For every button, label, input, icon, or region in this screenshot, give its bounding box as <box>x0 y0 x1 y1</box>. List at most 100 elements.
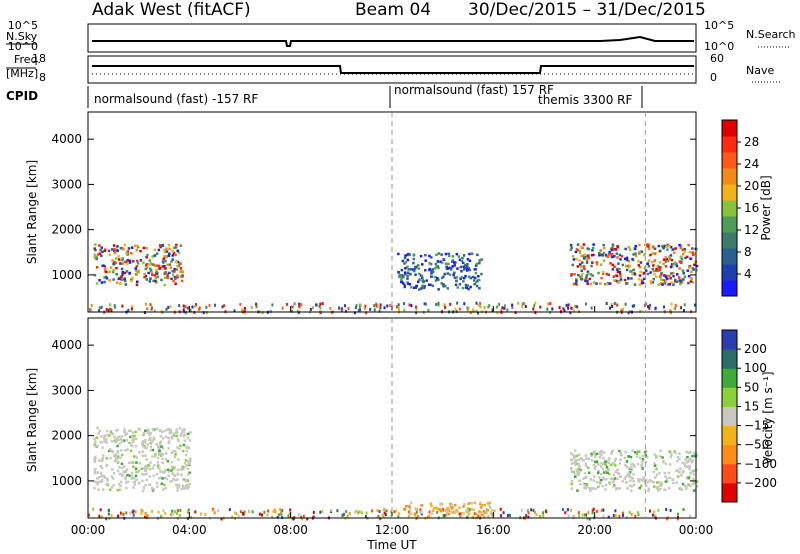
scatter-cell <box>418 278 421 281</box>
scatter-cell <box>679 279 682 283</box>
scatter-cell <box>131 437 135 441</box>
scatter-cell <box>637 512 639 516</box>
scatter-cell <box>112 278 115 281</box>
colorbar-cell <box>722 216 737 233</box>
scatter-cell <box>132 455 136 458</box>
scatter-cell <box>577 511 580 515</box>
scatter-cell <box>439 510 442 513</box>
scatter-cell <box>369 307 372 311</box>
scatter-cell <box>434 267 437 270</box>
scatter-cell <box>431 284 435 287</box>
scatter-cell <box>593 455 597 458</box>
scatter-cell <box>599 249 602 252</box>
scatter-cell <box>437 301 440 305</box>
scatter-cell <box>413 286 416 289</box>
scatter-cell <box>584 255 588 258</box>
scatter-cell <box>597 463 600 466</box>
scatter-cell <box>592 253 595 257</box>
scatter-cell <box>101 488 105 491</box>
scatter-cell <box>149 262 152 265</box>
scatter-cell <box>365 511 368 515</box>
scatter-cell <box>630 464 633 467</box>
scatter-cell <box>451 260 454 263</box>
scatter-cell <box>617 472 621 475</box>
scatter-cell <box>692 253 695 257</box>
scatter-cell <box>695 264 699 268</box>
scatter-cell <box>572 309 575 313</box>
scatter-cell <box>120 466 124 470</box>
scatter-cell <box>455 509 458 512</box>
scatter-cell <box>412 261 415 265</box>
scatter-cell <box>645 302 648 306</box>
scatter-cell <box>412 257 416 261</box>
scatter-cell <box>144 274 148 278</box>
cpid-label: CPID <box>6 89 38 103</box>
scatter-cell <box>160 278 163 282</box>
scatter-cell <box>144 302 147 306</box>
scatter-cell <box>156 461 160 464</box>
scatter-cell <box>430 275 434 279</box>
scatter-cell <box>601 468 605 471</box>
scatter-cell <box>168 252 171 255</box>
scatter-cell <box>595 263 599 266</box>
scatter-cell <box>534 311 537 315</box>
scatter-cell <box>648 306 651 310</box>
colorbar-cell <box>722 152 737 169</box>
scatter-cell <box>662 459 665 463</box>
scatter-cell <box>344 304 346 308</box>
scatter-cell <box>688 465 691 468</box>
scatter-cell <box>174 510 177 514</box>
scatter-cell <box>688 467 691 471</box>
scatter-cell <box>116 461 120 464</box>
scatter-cell <box>521 302 524 306</box>
scatter-cell <box>600 453 603 456</box>
scatter-cell <box>542 511 545 515</box>
scatter-cell <box>632 463 636 467</box>
scatter-cell <box>114 454 117 458</box>
scatter-cell <box>375 302 378 306</box>
scatter-cell <box>98 459 101 462</box>
scatter-cell <box>142 432 146 435</box>
scatter-cell <box>99 440 102 444</box>
scatter-cell <box>166 468 170 471</box>
scatter-cell <box>121 257 124 260</box>
scatter-cell <box>664 275 668 279</box>
scatter-cell <box>674 280 677 283</box>
colorbar-cell <box>722 168 737 185</box>
scatter-cell <box>136 262 140 265</box>
scatter-cell <box>142 261 145 264</box>
scatter-cell <box>141 509 144 513</box>
scatter-cell <box>100 305 103 309</box>
scatter-cell <box>565 303 568 307</box>
scatter-cell <box>477 311 479 315</box>
scatter-cell <box>104 267 107 270</box>
scatter-cell <box>153 309 156 313</box>
scatter-cell <box>453 503 457 507</box>
scatter-cell <box>244 307 246 311</box>
scatter-cell <box>584 462 588 466</box>
scatter-cell <box>634 244 637 248</box>
scatter-cell <box>113 439 117 442</box>
scatter-cell <box>567 303 570 307</box>
scatter-cell <box>468 259 472 263</box>
scatter-cell <box>570 273 573 276</box>
scatter-cell <box>181 465 185 469</box>
scatter-cell <box>181 274 184 277</box>
scatter-cell <box>464 263 467 267</box>
scatter-cell <box>535 513 538 517</box>
scatter-cell <box>590 459 594 462</box>
scatter-cell <box>687 281 690 285</box>
scatter-cell <box>576 472 580 476</box>
scatter-cell <box>105 308 108 312</box>
scatter-cell <box>121 270 124 274</box>
scatter-cell <box>141 472 144 476</box>
scatter-cell <box>612 481 615 484</box>
scatter-cell <box>397 252 400 256</box>
scatter-cell <box>448 509 451 513</box>
scatter-cell <box>651 267 654 271</box>
scatter-cell <box>165 247 168 250</box>
scatter-cell <box>146 431 149 434</box>
scatter-cell <box>424 269 427 272</box>
